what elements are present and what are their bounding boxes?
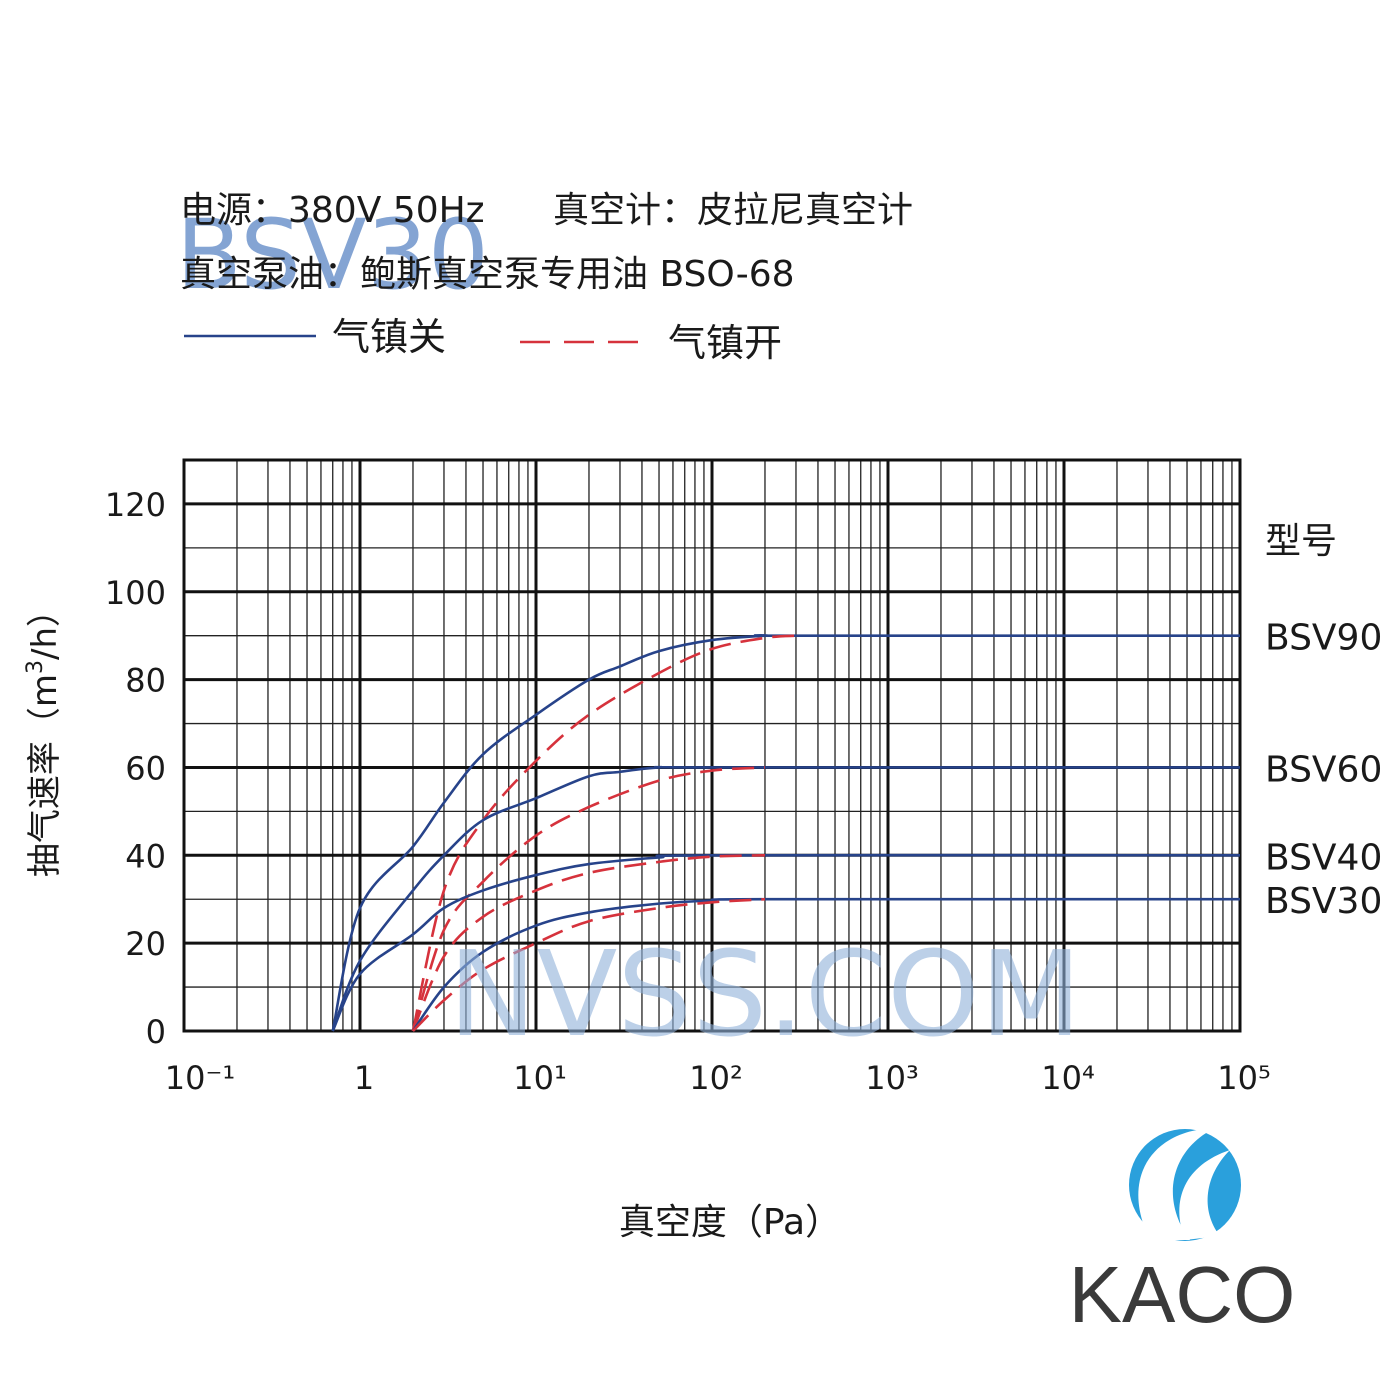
y-axis-label-part: 3 <box>23 660 48 674</box>
y-axis-label-part: 抽气速率（m <box>25 674 65 877</box>
y-tick-label: 60 <box>125 749 166 787</box>
y-tick-label: 80 <box>125 662 166 700</box>
series-header: 型号 <box>1265 521 1337 562</box>
y-axis-label: 抽气速率（m3/h） <box>23 593 65 877</box>
curve <box>411 634 797 1032</box>
series-label: BSV30 <box>1265 881 1382 922</box>
curve <box>331 765 1241 1032</box>
y-tick-label: 40 <box>125 837 166 875</box>
logo-icon <box>1179 1150 1230 1240</box>
series-label: BSV40 <box>1265 837 1382 878</box>
x-tick-label: 1 <box>354 1059 374 1097</box>
curve <box>331 634 1240 1032</box>
curve <box>412 897 766 1032</box>
y-tick-label: 20 <box>125 925 166 963</box>
legend-label: 气镇开 <box>668 321 782 365</box>
x-tick-label: 10⁴ <box>1041 1059 1095 1097</box>
note: 电源：380V 50Hz <box>180 190 485 231</box>
curve <box>411 854 766 1032</box>
series-label: BSV90 <box>1265 618 1382 659</box>
logo-icon <box>1138 1128 1215 1240</box>
y-tick-label: 100 <box>105 574 166 612</box>
plot-area: 10⁻¹ 1 10¹ 10² 10³ 10⁴ 10⁵ 0 20 40 60 80 100 120 BSV90… <box>105 458 1382 1097</box>
curve <box>411 766 766 1032</box>
series-label: BSV60 <box>1265 749 1382 790</box>
watermark: BSV30 <box>176 199 489 311</box>
legend: 气镇关 气镇开 <box>184 315 782 365</box>
curve <box>331 853 1241 1032</box>
y-tick-label: 0 <box>146 1013 166 1051</box>
watermark: NVSS.COM <box>448 925 1081 1063</box>
note: 真空计：皮拉尼真空计 <box>553 190 913 231</box>
curve <box>411 897 1241 1032</box>
x-tick-label: 10³ <box>865 1059 919 1097</box>
y-axis-label-part: /h） <box>25 593 65 660</box>
y-tick-label: 120 <box>105 486 166 524</box>
plot-border <box>182 458 1242 1033</box>
x-axis-label: 真空度（Pa） <box>619 1202 841 1243</box>
legend-label: 气镇关 <box>332 315 446 359</box>
logo-text: KACO <box>1069 1250 1296 1339</box>
x-tick-label: 10⁻¹ <box>165 1059 235 1097</box>
x-tick-label: 10² <box>689 1059 743 1097</box>
logo: KACO <box>1069 1128 1296 1339</box>
x-tick-label: 10¹ <box>513 1059 567 1097</box>
x-tick-label: 10⁵ <box>1217 1059 1271 1097</box>
note: 真空泵油：鲍斯真空泵专用油 BSO-68 <box>180 254 795 295</box>
